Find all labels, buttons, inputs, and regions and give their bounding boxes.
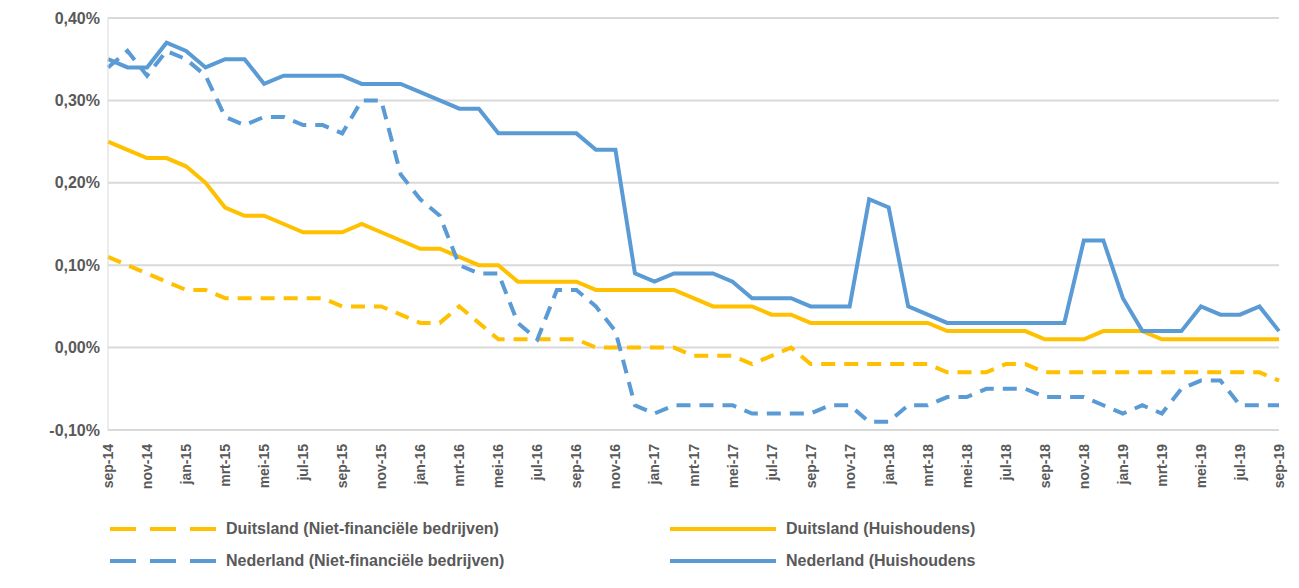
svg-text:jul-16: jul-16 [529, 444, 545, 482]
svg-text:sep-14: sep-14 [100, 444, 116, 489]
svg-text:jan-18: jan-18 [881, 444, 897, 486]
html-text:Duitsland (Niet-financiële bed: Duitsland (Niet-financiële bedrijven) [226, 520, 499, 537]
svg-text:jan-16: jan-16 [412, 444, 428, 486]
svg-text:mei-19: mei-19 [1193, 444, 1209, 489]
svg-text:mrt-15: mrt-15 [217, 444, 233, 487]
svg-text:-0,10%: -0,10% [49, 422, 100, 439]
svg-text:nov-18: nov-18 [1076, 444, 1092, 489]
svg-text:0,30%: 0,30% [55, 92, 100, 109]
svg-text:sep-17: sep-17 [803, 444, 819, 489]
svg-text:0,00%: 0,00% [55, 339, 100, 356]
svg-text:jul-17: jul-17 [764, 444, 780, 482]
svg-text:nov-15: nov-15 [373, 444, 389, 489]
svg-text:jan-15: jan-15 [178, 444, 194, 486]
svg-text:mei-17: mei-17 [725, 444, 741, 489]
svg-text:mei-15: mei-15 [256, 444, 272, 489]
svg-text:nov-16: nov-16 [607, 444, 623, 489]
svg-text:jul-15: jul-15 [295, 444, 311, 482]
svg-text:jul-19: jul-19 [1232, 444, 1248, 482]
svg-text:0,10%: 0,10% [55, 257, 100, 274]
svg-text:mei-18: mei-18 [959, 444, 975, 489]
svg-text:mrt-17: mrt-17 [686, 444, 702, 487]
svg-text:jan-17: jan-17 [646, 444, 662, 486]
svg-text:0,20%: 0,20% [55, 174, 100, 191]
svg-text:sep-15: sep-15 [334, 444, 350, 489]
svg-text:mrt-16: mrt-16 [451, 444, 467, 487]
svg-text:sep-19: sep-19 [1271, 444, 1287, 489]
svg-text:sep-18: sep-18 [1037, 444, 1053, 489]
svg-text:mei-16: mei-16 [490, 444, 506, 489]
svg-text:mrt-19: mrt-19 [1154, 444, 1170, 487]
svg-text:jul-18: jul-18 [998, 444, 1014, 482]
svg-text:nov-14: nov-14 [139, 444, 155, 489]
html-text:Duitsland (Huishoudens): Duitsland (Huishoudens) [786, 520, 976, 537]
svg-text:sep-16: sep-16 [568, 444, 584, 489]
html-text:Nederland (Huishoudens: Nederland (Huishoudens [786, 552, 976, 569]
svg-text:0,40%: 0,40% [55, 10, 100, 27]
svg-text:mrt-18: mrt-18 [920, 444, 936, 487]
html-text:Nederland (Niet-financiële bed: Nederland (Niet-financiële bedrijven) [226, 552, 505, 569]
svg-text:nov-17: nov-17 [842, 444, 858, 489]
svg-text:jan-19: jan-19 [1115, 444, 1131, 486]
